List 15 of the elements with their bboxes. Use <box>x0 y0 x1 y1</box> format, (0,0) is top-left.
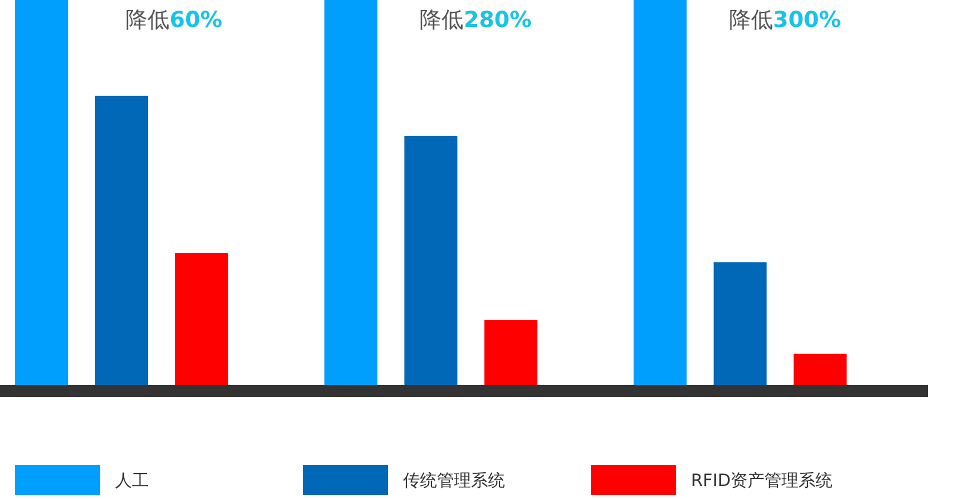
legend-label: 传统管理系统 <box>403 471 505 491</box>
legend-label: RFID资产管理系统 <box>691 471 833 491</box>
bar <box>95 96 148 385</box>
bar <box>714 262 767 385</box>
legend-label: 人工 <box>115 471 149 491</box>
bar <box>634 0 687 385</box>
annotation: 降低300% <box>729 8 841 33</box>
bar <box>324 0 378 385</box>
bar <box>794 354 847 385</box>
bar <box>175 252 228 385</box>
bar <box>404 136 458 385</box>
annotation: 降低60% <box>126 8 222 33</box>
bar <box>484 320 538 385</box>
bar <box>15 0 68 385</box>
annotation: 降低280% <box>420 8 532 33</box>
